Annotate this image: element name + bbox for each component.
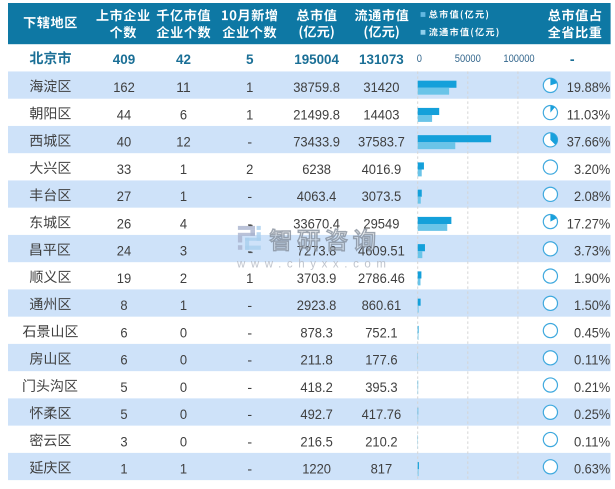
svg-text:4016.9: 4016.9	[362, 162, 402, 178]
svg-text:1: 1	[246, 80, 253, 96]
svg-text:-: -	[247, 407, 252, 423]
svg-text:-: -	[570, 52, 575, 68]
svg-text:-: -	[247, 380, 252, 396]
svg-text:11.03%: 11.03%	[567, 107, 611, 123]
svg-text:216.5: 216.5	[300, 434, 332, 450]
svg-text:0: 0	[180, 353, 187, 369]
svg-text:-: -	[247, 353, 252, 369]
svg-text:0.21%: 0.21%	[574, 380, 611, 396]
svg-text:6: 6	[180, 107, 187, 123]
svg-text:19: 19	[117, 271, 131, 287]
svg-text:4: 4	[180, 216, 187, 232]
svg-text:752.1: 752.1	[365, 325, 397, 341]
svg-text:1220: 1220	[302, 462, 331, 478]
svg-text:21499.8: 21499.8	[293, 107, 340, 123]
svg-text:4609.51: 4609.51	[358, 244, 405, 260]
svg-text:37.66%: 37.66%	[567, 135, 611, 151]
svg-text:1: 1	[180, 162, 187, 178]
svg-text:-: -	[247, 298, 252, 314]
svg-text:211.8: 211.8	[300, 353, 332, 369]
svg-text:33670.4: 33670.4	[293, 216, 340, 232]
svg-text:409: 409	[113, 52, 136, 68]
svg-text:-: -	[247, 434, 252, 450]
svg-text:17.27%: 17.27%	[567, 216, 611, 232]
svg-text:418.2: 418.2	[300, 380, 332, 396]
svg-text:2: 2	[180, 271, 187, 287]
svg-text:0.11%: 0.11%	[574, 434, 611, 450]
svg-text:50000: 50000	[455, 53, 481, 65]
svg-text:0: 0	[180, 434, 187, 450]
svg-text:6238: 6238	[302, 162, 331, 178]
svg-text:26: 26	[117, 216, 131, 232]
svg-text:24: 24	[117, 244, 131, 260]
svg-text:-: -	[247, 189, 252, 205]
svg-text:11: 11	[176, 80, 190, 96]
svg-text:177.6: 177.6	[365, 353, 397, 369]
svg-text:0: 0	[180, 407, 187, 423]
svg-text:19.88%: 19.88%	[567, 80, 611, 96]
svg-text:14403: 14403	[363, 107, 399, 123]
svg-text:12: 12	[176, 135, 190, 151]
svg-text:1: 1	[246, 107, 253, 123]
svg-text:38759.8: 38759.8	[293, 80, 340, 96]
svg-text:1: 1	[120, 462, 127, 478]
svg-text:492.7: 492.7	[300, 407, 332, 423]
svg-text:42: 42	[176, 52, 191, 68]
svg-text:33: 33	[117, 162, 131, 178]
svg-text:40: 40	[117, 135, 131, 151]
svg-text:3.20%: 3.20%	[574, 162, 611, 178]
svg-text:2.08%: 2.08%	[574, 189, 611, 205]
svg-text:0: 0	[180, 325, 187, 341]
svg-text:2: 2	[246, 162, 253, 178]
svg-text:5: 5	[246, 52, 254, 68]
svg-text:3: 3	[180, 244, 187, 260]
svg-text:29549: 29549	[363, 216, 399, 232]
svg-text:0.11%: 0.11%	[574, 353, 611, 369]
svg-text:131073: 131073	[359, 52, 404, 68]
svg-text:-: -	[247, 244, 252, 260]
svg-text:860.61: 860.61	[362, 298, 402, 314]
svg-text:162: 162	[113, 80, 135, 96]
svg-text:210.2: 210.2	[365, 434, 397, 450]
svg-text:27: 27	[117, 189, 131, 205]
svg-text:4063.4: 4063.4	[297, 189, 337, 205]
svg-text:395.3: 395.3	[365, 380, 397, 396]
svg-text:100000: 100000	[503, 53, 534, 65]
svg-text:31420: 31420	[363, 80, 399, 96]
svg-text:1: 1	[246, 271, 253, 287]
svg-text:0.45%: 0.45%	[574, 325, 611, 341]
svg-text:-: -	[247, 135, 252, 151]
svg-text:1.50%: 1.50%	[574, 298, 611, 314]
svg-text:37583.7: 37583.7	[358, 135, 405, 151]
svg-text:3703.9: 3703.9	[297, 271, 337, 287]
svg-text:0: 0	[180, 380, 187, 396]
svg-text:195004: 195004	[294, 52, 339, 68]
svg-text:-: -	[247, 325, 252, 341]
svg-text:1: 1	[180, 462, 187, 478]
svg-text:2786.46: 2786.46	[358, 271, 405, 287]
svg-text:817: 817	[371, 462, 393, 478]
svg-text:44: 44	[117, 107, 131, 123]
svg-text:1: 1	[180, 298, 187, 314]
svg-text:3.73%: 3.73%	[574, 244, 611, 260]
svg-text:1: 1	[180, 189, 187, 205]
svg-text:-: -	[247, 462, 252, 478]
svg-text:3073.5: 3073.5	[362, 189, 402, 205]
svg-text:878.3: 878.3	[300, 325, 332, 341]
svg-text:5: 5	[120, 380, 127, 396]
svg-text:8: 8	[120, 298, 127, 314]
svg-text:417.76: 417.76	[362, 407, 402, 423]
svg-text:0.63%: 0.63%	[574, 462, 611, 478]
svg-text:1.90%: 1.90%	[574, 271, 611, 287]
svg-text:www.chyxx.com: www.chyxx.com	[236, 259, 392, 271]
svg-text:-: -	[247, 216, 252, 232]
svg-text:5: 5	[120, 407, 127, 423]
svg-text:73433.9: 73433.9	[293, 135, 340, 151]
svg-text:3: 3	[120, 434, 127, 450]
svg-text:2923.8: 2923.8	[297, 298, 337, 314]
svg-text:6: 6	[120, 325, 127, 341]
svg-text:6: 6	[120, 353, 127, 369]
svg-text:0.25%: 0.25%	[574, 407, 611, 423]
svg-text:0: 0	[417, 53, 422, 65]
